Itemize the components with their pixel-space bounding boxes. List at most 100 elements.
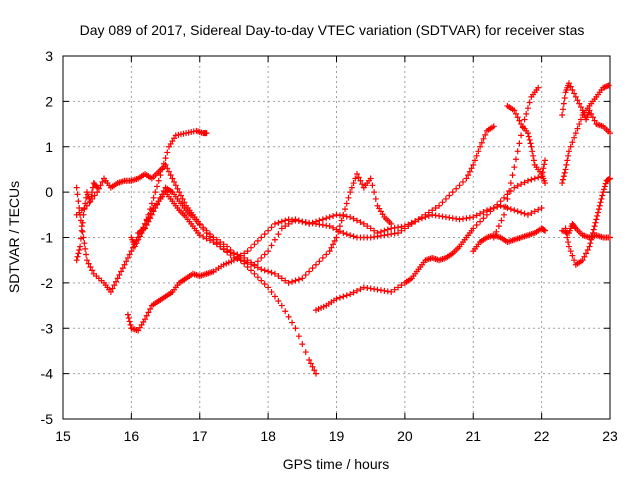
data-point xyxy=(148,211,155,218)
data-point xyxy=(99,178,106,185)
data-point xyxy=(601,183,608,190)
data-point xyxy=(364,223,371,230)
data-point xyxy=(81,240,88,247)
data-point xyxy=(271,270,278,277)
x-tick-label: 22 xyxy=(534,428,550,444)
data-point xyxy=(439,199,446,206)
data-point xyxy=(521,179,528,186)
data-point xyxy=(595,209,602,216)
data-point xyxy=(567,248,574,255)
data-point xyxy=(265,248,272,255)
data-point xyxy=(398,282,405,289)
data-point xyxy=(347,291,354,298)
data-point xyxy=(155,198,162,205)
x-tick-label: 23 xyxy=(602,428,618,444)
data-point xyxy=(524,130,531,137)
data-point xyxy=(343,231,350,238)
data-point xyxy=(164,165,171,172)
data-point xyxy=(114,275,121,282)
data-point xyxy=(160,187,167,194)
y-tick-label: -5 xyxy=(41,411,54,427)
data-point xyxy=(348,184,355,191)
data-point xyxy=(591,117,598,124)
data-point xyxy=(586,243,593,250)
data-point xyxy=(167,172,174,179)
data-point xyxy=(565,152,572,159)
data-point xyxy=(336,294,343,301)
data-point xyxy=(541,161,548,168)
series-trace-n xyxy=(73,180,101,264)
data-point xyxy=(268,224,275,231)
data-point xyxy=(76,205,83,212)
data-point xyxy=(111,282,118,289)
data-point xyxy=(526,136,533,143)
data-point xyxy=(340,229,347,236)
data-point xyxy=(203,130,210,137)
data-point xyxy=(285,279,292,286)
data-point xyxy=(442,195,449,202)
data-point xyxy=(251,270,258,277)
series-trace-h xyxy=(504,102,549,187)
data-point xyxy=(367,175,374,182)
data-point xyxy=(159,166,166,173)
data-point xyxy=(189,214,196,221)
data-point xyxy=(150,208,157,215)
data-point xyxy=(224,249,231,256)
data-point xyxy=(271,236,278,243)
data-point xyxy=(395,284,402,291)
data-point xyxy=(265,268,272,275)
data-point xyxy=(516,140,523,147)
data-point xyxy=(121,261,128,268)
data-point xyxy=(471,157,478,164)
data-point xyxy=(147,206,154,213)
data-point xyxy=(518,181,525,188)
data-point xyxy=(306,357,313,364)
data-point xyxy=(395,229,402,236)
data-point xyxy=(174,185,181,192)
data-point xyxy=(470,161,477,168)
data-point xyxy=(343,200,350,207)
data-point xyxy=(145,218,152,225)
data-point xyxy=(468,165,475,172)
data-point xyxy=(79,228,86,235)
data-point xyxy=(91,192,98,199)
data-point xyxy=(97,182,104,189)
data-point xyxy=(340,211,347,218)
data-point xyxy=(528,143,535,150)
data-point xyxy=(268,269,275,276)
data-point xyxy=(306,268,313,275)
data-point xyxy=(511,207,518,214)
data-point xyxy=(470,225,477,232)
data-point xyxy=(295,276,302,283)
data-point xyxy=(157,194,164,201)
data-point xyxy=(565,80,572,87)
data-point xyxy=(179,195,186,202)
data-point xyxy=(391,286,398,293)
data-point xyxy=(412,218,419,225)
data-point xyxy=(254,264,261,271)
data-point xyxy=(588,110,595,117)
data-point xyxy=(275,219,282,226)
data-point xyxy=(535,206,542,213)
data-point xyxy=(506,187,513,194)
data-point xyxy=(497,198,504,205)
data-point xyxy=(73,257,80,264)
data-point xyxy=(493,228,500,235)
data-point xyxy=(126,251,133,258)
data-point xyxy=(584,246,591,253)
data-point xyxy=(312,370,319,377)
data-point xyxy=(415,216,422,223)
data-point xyxy=(338,217,345,224)
data-point xyxy=(79,219,86,226)
data-point xyxy=(331,237,338,244)
data-point xyxy=(237,257,244,264)
data-point xyxy=(119,265,126,272)
data-point xyxy=(333,295,340,302)
data-point xyxy=(261,267,268,274)
data-point xyxy=(446,192,453,199)
data-point xyxy=(275,298,282,305)
y-axis-label: SDTVAR / TECUs xyxy=(6,181,22,293)
data-point xyxy=(336,223,343,230)
data-point xyxy=(526,99,533,106)
data-point xyxy=(74,253,81,260)
